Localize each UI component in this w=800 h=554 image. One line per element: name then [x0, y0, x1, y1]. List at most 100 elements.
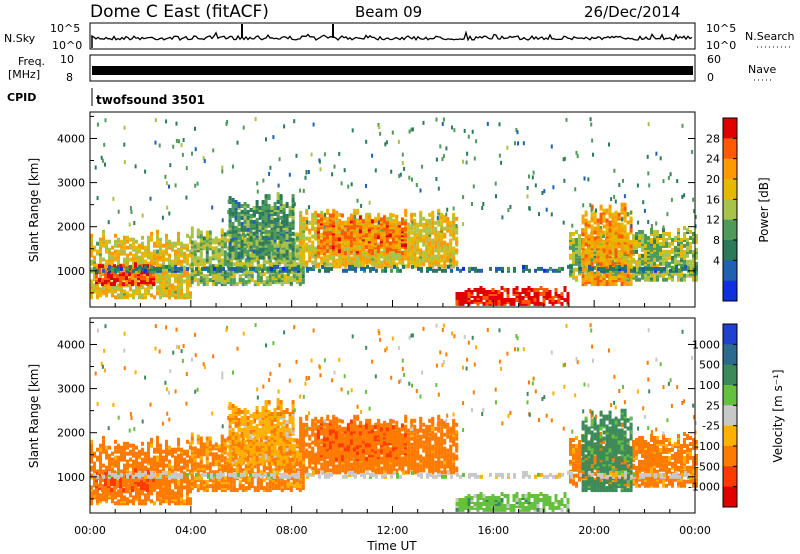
power-cell	[331, 245, 335, 250]
power-cell	[675, 268, 678, 273]
power-cell	[689, 249, 692, 254]
power-cell	[359, 264, 363, 269]
power-cell	[635, 249, 638, 254]
power-cell	[549, 266, 552, 271]
power-cell	[168, 264, 171, 269]
power-cell	[683, 232, 686, 236]
power-cell	[374, 168, 377, 173]
power-cell	[584, 274, 588, 279]
power-cell	[641, 253, 644, 258]
power-cell	[626, 238, 630, 243]
colorbar-segment	[723, 260, 737, 282]
power-cell	[276, 200, 280, 204]
power-cell	[545, 288, 549, 292]
power-cell	[391, 229, 395, 234]
power-cell	[100, 155, 103, 160]
power-cell	[443, 240, 447, 245]
power-cell	[608, 278, 612, 283]
power-cell	[593, 271, 596, 276]
power-cell	[101, 278, 104, 283]
velocity-cell	[99, 443, 102, 448]
power-cell	[237, 216, 239, 221]
power-cell	[236, 140, 239, 145]
power-cell	[399, 268, 402, 273]
power-cell	[611, 276, 615, 281]
power-cell	[291, 215, 295, 220]
power-cell	[144, 259, 147, 264]
power-cell	[309, 266, 312, 271]
nave-tick-high: 60	[707, 53, 721, 66]
power-cell	[150, 237, 153, 242]
power-cell	[130, 210, 133, 214]
power-cell	[123, 235, 126, 240]
power-cell	[291, 204, 295, 208]
power-cell	[364, 227, 368, 232]
power-cell	[177, 247, 180, 252]
power-cell	[301, 242, 305, 247]
power-cell	[186, 279, 189, 284]
power-cell	[123, 249, 126, 254]
power-cell	[316, 251, 320, 256]
power-cell	[237, 211, 241, 216]
power-cell	[165, 264, 168, 269]
power-cell	[276, 196, 280, 200]
power-cell	[572, 267, 575, 272]
velocity-cell	[90, 459, 93, 464]
power-cell	[463, 128, 466, 133]
power-cell	[623, 274, 627, 279]
power-cell	[449, 258, 453, 263]
power-cell	[358, 225, 362, 230]
power-cell	[161, 215, 164, 220]
power-cell	[554, 288, 558, 292]
power-cell	[298, 274, 302, 279]
power-cell	[295, 248, 299, 253]
power-cell	[440, 240, 444, 245]
power-cell	[334, 225, 338, 230]
power-cell	[196, 181, 199, 186]
power-cell	[362, 240, 366, 245]
power-echo-cells	[90, 117, 698, 306]
power-cell	[662, 273, 665, 278]
power-cell	[123, 239, 126, 244]
power-cell	[311, 260, 315, 265]
power-cell	[270, 206, 274, 210]
power-cell	[154, 118, 157, 123]
power-cell	[322, 221, 326, 226]
power-cell	[587, 254, 591, 259]
power-cell	[397, 227, 401, 232]
power-cell	[630, 210, 632, 215]
power-cell	[331, 172, 334, 177]
power-cell	[532, 170, 535, 175]
velocity-cell	[93, 451, 96, 456]
power-cell	[486, 121, 489, 126]
power-cell	[410, 256, 414, 261]
power-cell	[252, 239, 256, 244]
power-cell	[225, 122, 228, 126]
power-cell	[596, 230, 600, 235]
power-cell	[410, 230, 414, 235]
power-cell	[543, 268, 546, 273]
power-cell	[101, 264, 104, 269]
power-cell	[226, 246, 230, 251]
power-cell	[111, 261, 114, 266]
power-cell	[265, 260, 269, 265]
power-cell	[98, 264, 101, 269]
power-cell	[593, 244, 597, 249]
power-cell	[325, 231, 329, 236]
power-cell	[212, 148, 215, 153]
power-cell	[141, 255, 144, 260]
power-cell	[222, 266, 225, 271]
power-cell	[692, 239, 695, 244]
power-cell	[572, 243, 575, 248]
power-cell	[264, 200, 268, 204]
power-cell	[186, 275, 189, 280]
power-cell	[93, 245, 96, 250]
power-cell	[168, 184, 170, 189]
power-cell	[349, 235, 353, 240]
power-cell	[368, 200, 371, 205]
power-cell	[528, 206, 531, 211]
power-cell	[374, 250, 378, 255]
power-cell	[180, 143, 183, 148]
power-cell	[632, 234, 635, 238]
power-cell	[539, 301, 543, 306]
